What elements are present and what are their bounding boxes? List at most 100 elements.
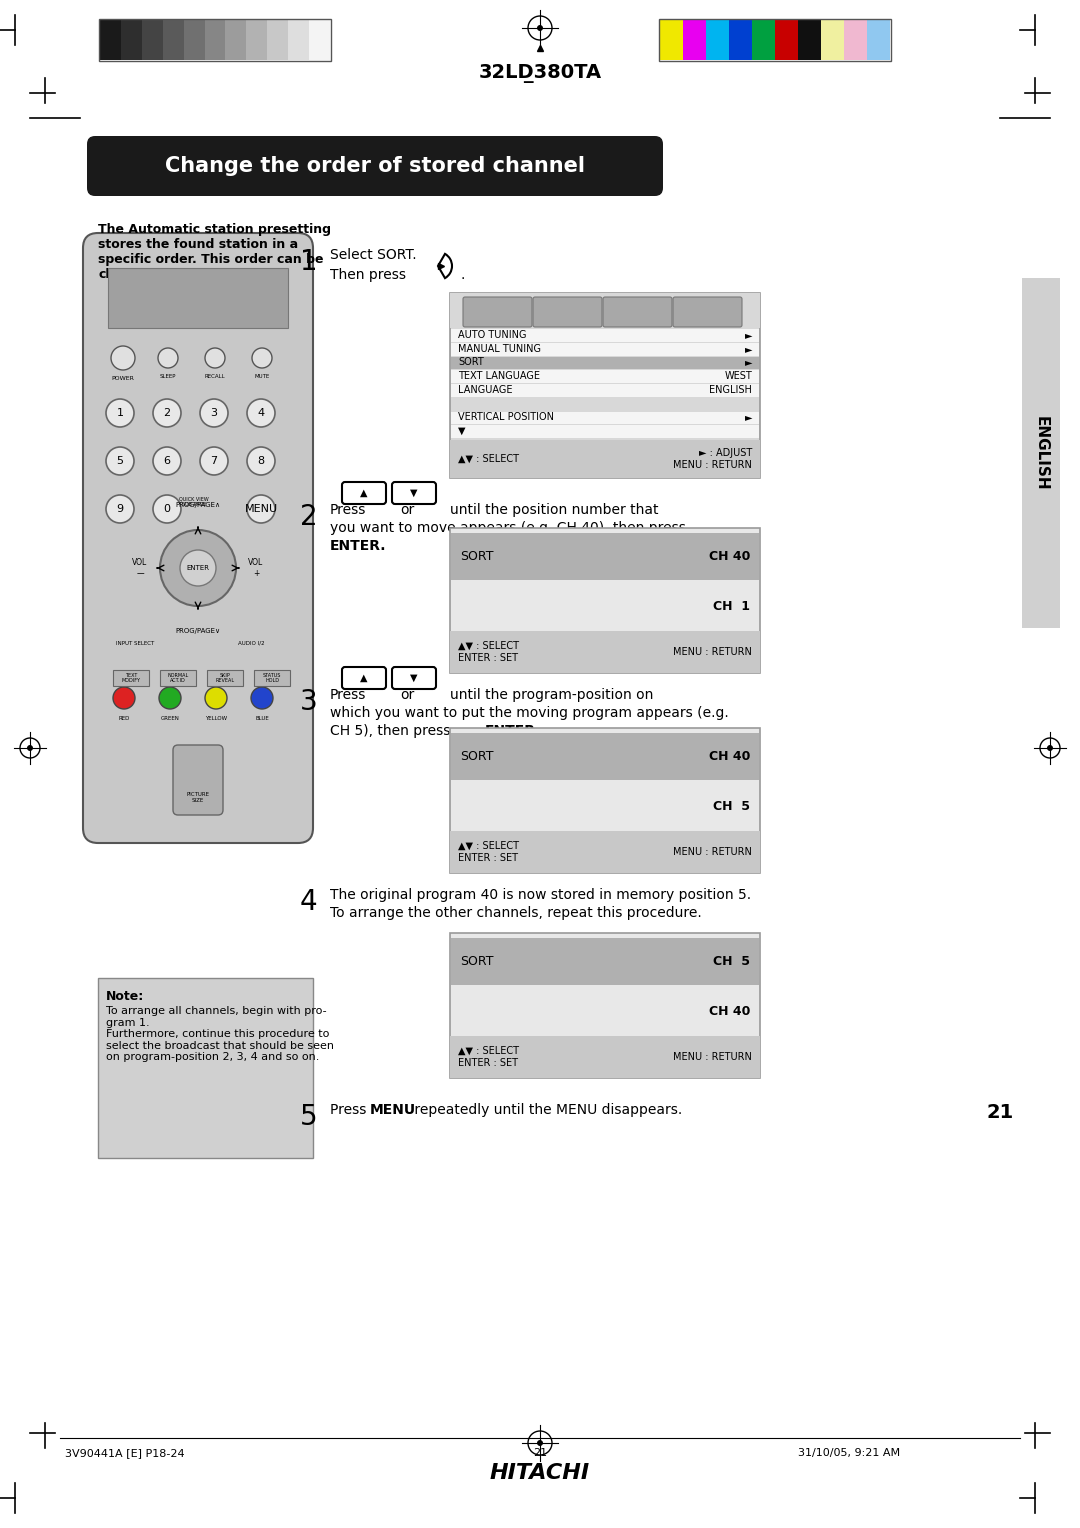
Text: SORT: SORT <box>460 955 494 967</box>
FancyBboxPatch shape <box>534 296 602 327</box>
Text: ▲: ▲ <box>361 672 368 683</box>
Text: MENU : RETURN: MENU : RETURN <box>673 1051 752 1062</box>
Text: CH 5), then press: CH 5), then press <box>330 724 455 738</box>
Bar <box>451 938 759 984</box>
Text: YELLOW: YELLOW <box>205 717 227 721</box>
Text: 32LD̲380TA: 32LD̲380TA <box>478 64 602 83</box>
Text: To arrange all channels, begin with pro-
gram 1.
Furthermore, continue this proc: To arrange all channels, begin with pro-… <box>106 1005 334 1062</box>
Text: 5: 5 <box>300 1103 318 1131</box>
Bar <box>160 669 195 686</box>
Bar <box>843 20 867 60</box>
Text: ▲▼ : SELECT
ENTER : SET: ▲▼ : SELECT ENTER : SET <box>458 1047 519 1068</box>
Circle shape <box>160 530 237 607</box>
Text: PROG/PAGE∨: PROG/PAGE∨ <box>175 628 220 634</box>
Text: repeatedly until the MENU disappears.: repeatedly until the MENU disappears. <box>410 1103 683 1117</box>
Text: ▲: ▲ <box>361 487 368 498</box>
Circle shape <box>200 399 228 426</box>
Text: 9: 9 <box>117 504 123 513</box>
Bar <box>752 20 775 60</box>
Text: Press: Press <box>330 688 366 701</box>
Text: 1: 1 <box>300 248 318 277</box>
Text: 21: 21 <box>986 1103 1014 1123</box>
Text: INPUT SELECT: INPUT SELECT <box>116 640 154 645</box>
Bar <box>798 20 821 60</box>
Text: To arrange the other channels, repeat this procedure.: To arrange the other channels, repeat th… <box>330 906 702 920</box>
Bar <box>451 384 759 397</box>
Text: POWER: POWER <box>111 376 134 380</box>
Text: CH  1: CH 1 <box>713 601 750 613</box>
Text: The original program 40 is now stored in memory position 5.: The original program 40 is now stored in… <box>330 888 751 902</box>
Circle shape <box>180 550 216 587</box>
Bar <box>207 669 243 686</box>
Bar <box>450 529 760 672</box>
Text: NORMAL
ACT.ID: NORMAL ACT.ID <box>167 672 189 683</box>
Text: TEXT
MODIFY: TEXT MODIFY <box>122 672 140 683</box>
Circle shape <box>106 448 134 475</box>
Bar <box>226 20 246 60</box>
Bar <box>113 669 149 686</box>
Text: 3V90441A [E] P18-24: 3V90441A [E] P18-24 <box>65 1449 185 1458</box>
Circle shape <box>153 399 181 426</box>
Text: Then press: Then press <box>330 267 406 283</box>
Bar <box>821 20 843 60</box>
Bar <box>100 20 121 60</box>
Text: Press: Press <box>330 1103 370 1117</box>
Text: CH 40: CH 40 <box>708 550 750 562</box>
Bar <box>729 20 752 60</box>
Circle shape <box>247 495 275 523</box>
Bar <box>683 20 706 60</box>
Text: MANUAL TUNING: MANUAL TUNING <box>458 344 541 353</box>
Bar <box>706 20 729 60</box>
Text: 2: 2 <box>163 408 171 419</box>
Text: Change the order of stored channel: Change the order of stored channel <box>165 156 585 176</box>
Bar <box>141 20 163 60</box>
Bar <box>451 533 759 579</box>
Text: LANGUAGE: LANGUAGE <box>458 385 513 394</box>
Bar <box>451 733 759 779</box>
Text: TEXT LANGUAGE: TEXT LANGUAGE <box>458 371 540 380</box>
Text: until the program-position on: until the program-position on <box>450 688 653 701</box>
Bar <box>184 20 204 60</box>
Circle shape <box>153 448 181 475</box>
Bar <box>254 669 291 686</box>
Bar <box>99 18 330 61</box>
Text: ▲▼ : SELECT
ENTER : SET: ▲▼ : SELECT ENTER : SET <box>458 842 519 863</box>
Text: RECALL: RECALL <box>205 374 226 379</box>
Bar <box>121 20 141 60</box>
Text: MENU : RETURN: MENU : RETURN <box>673 646 752 657</box>
Text: SORT: SORT <box>460 550 494 562</box>
Circle shape <box>113 688 135 709</box>
Text: ▼: ▼ <box>410 487 418 498</box>
Text: CH  5: CH 5 <box>713 799 750 813</box>
Text: Press: Press <box>330 503 366 516</box>
Bar <box>451 356 759 370</box>
Text: WEST: WEST <box>725 371 752 380</box>
Text: 7: 7 <box>211 455 217 466</box>
Bar <box>451 370 759 384</box>
Circle shape <box>158 348 178 368</box>
Text: ENGLISH: ENGLISH <box>710 385 752 394</box>
Bar <box>659 18 891 61</box>
Bar <box>450 831 760 872</box>
Bar <box>163 20 184 60</box>
Bar <box>451 584 759 630</box>
Text: 3: 3 <box>300 688 318 717</box>
Circle shape <box>247 448 275 475</box>
FancyBboxPatch shape <box>87 136 663 196</box>
Text: ►: ► <box>744 344 752 353</box>
Bar <box>450 1036 760 1077</box>
Text: MUTE: MUTE <box>255 374 270 379</box>
Bar <box>108 267 288 329</box>
Circle shape <box>251 688 273 709</box>
Bar <box>451 425 759 439</box>
Circle shape <box>159 688 181 709</box>
Text: 2: 2 <box>300 503 318 532</box>
Text: ►: ► <box>744 413 752 422</box>
Bar <box>309 20 330 60</box>
Text: ▲▼ : SELECT: ▲▼ : SELECT <box>458 454 519 465</box>
Text: ▼: ▼ <box>458 426 465 435</box>
Bar <box>267 20 288 60</box>
Circle shape <box>205 348 225 368</box>
Text: 1: 1 <box>117 408 123 419</box>
Text: ►: ► <box>744 330 752 339</box>
